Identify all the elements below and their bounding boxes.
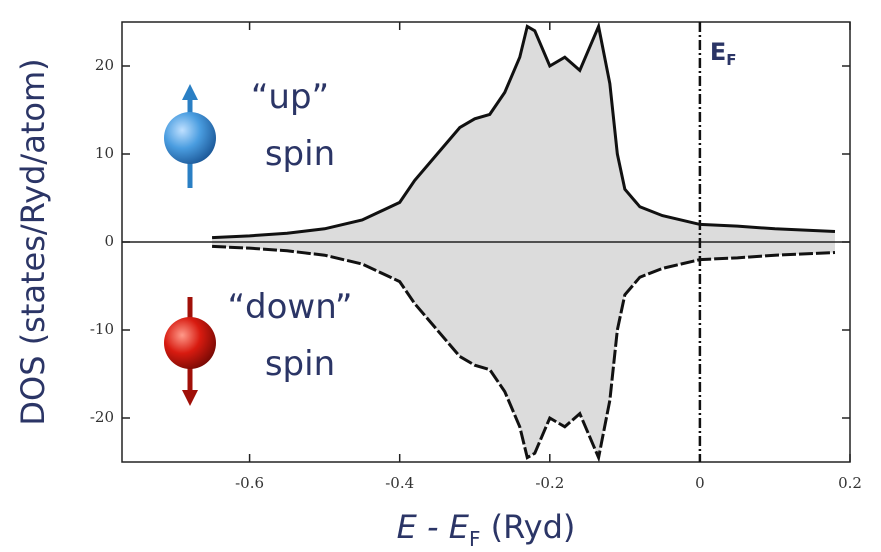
y-axis-label: DOS (states/Ryd/atom)	[14, 58, 52, 425]
y-tick-label: 20	[95, 56, 114, 74]
dos-line	[211, 244, 836, 463]
y-tick-label: 0	[104, 232, 114, 250]
y-tick-label: -20	[90, 408, 114, 426]
x-label-unit: (Ryd)	[480, 508, 575, 546]
fermi-label-main: E	[710, 38, 726, 66]
x-tick-label: 0.2	[838, 474, 862, 492]
x-label-e: E	[397, 508, 418, 546]
y-tick-label: -10	[90, 320, 114, 338]
fermi-label: EF	[710, 38, 737, 69]
fermi-label-sub: F	[726, 51, 736, 69]
area-fill	[212, 242, 835, 458]
x-label-e2: - E	[417, 508, 470, 546]
y-tick-label: 10	[95, 144, 114, 162]
x-label-sub: F	[469, 527, 481, 551]
spin-label: spin	[265, 344, 335, 384]
spin-label: spin	[265, 134, 335, 174]
spin-label: “down”	[227, 287, 352, 327]
x-tick-label: -0.6	[235, 474, 264, 492]
up-spin-icon	[164, 84, 216, 188]
spin-label: “up”	[251, 77, 329, 117]
x-tick-label: 0	[695, 474, 705, 492]
area-fill	[212, 26, 835, 243]
x-tick-label: -0.4	[385, 474, 414, 492]
x-tick-label: -0.2	[535, 474, 564, 492]
down-spin-icon	[164, 297, 216, 406]
dos-line	[211, 21, 836, 240]
x-axis-label: E - EF (Ryd)	[397, 508, 576, 551]
